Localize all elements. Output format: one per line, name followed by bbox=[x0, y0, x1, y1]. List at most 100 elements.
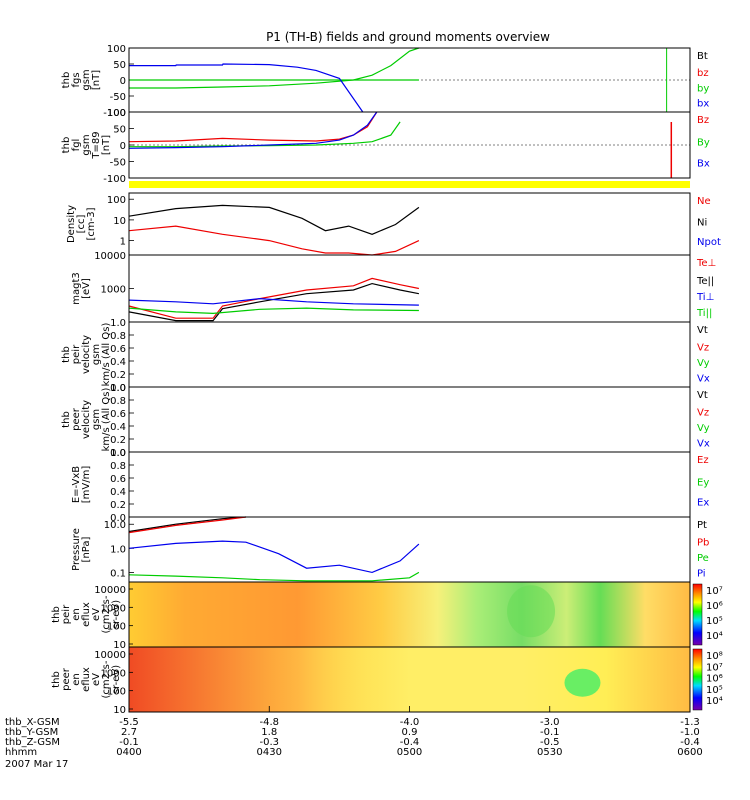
y-tick-label: 1000 bbox=[101, 668, 126, 679]
panel-frame bbox=[128, 192, 691, 256]
y-tick-label: 10 bbox=[113, 640, 126, 651]
panel-frame bbox=[128, 321, 691, 388]
series-temps-Te⊥ bbox=[128, 277, 420, 319]
y-axis-label: sr-eV) bbox=[111, 600, 122, 629]
series-pressure-Pb bbox=[128, 516, 246, 534]
y-axis-label: gsm bbox=[81, 69, 92, 90]
colorbar-tick-label: 10⁸ bbox=[706, 651, 723, 662]
y-tick-label: 10.0 bbox=[104, 520, 126, 531]
y-tick-label: 0.4 bbox=[110, 357, 126, 368]
y-tick-label: 0.6 bbox=[110, 409, 126, 420]
y-axis-label: thb bbox=[51, 606, 62, 623]
legend-fgs-Bt: Bt bbox=[697, 51, 708, 62]
series-moments-Ne bbox=[128, 225, 420, 256]
legend-moments-Npot: Npot bbox=[697, 237, 721, 248]
series-pressure-Pe bbox=[128, 571, 420, 582]
y-axis-label: (cm2-s- bbox=[101, 595, 112, 633]
legend-pressure-Pe: Pe bbox=[697, 553, 709, 564]
x-tick-label: -4.0 bbox=[400, 717, 420, 728]
y-axis-label: eV bbox=[91, 608, 102, 621]
x-tick-label: -1.0 bbox=[680, 727, 700, 738]
y-tick-label: 1000 bbox=[101, 603, 126, 614]
panel-fgs: 100 50 0 -50 -100 thb fgs gsm [nT] Bt bz by bx bbox=[61, 44, 709, 119]
panel-frame bbox=[128, 386, 691, 453]
colorbar-tick-label: 10⁵ bbox=[706, 685, 723, 696]
y-axis-label: peer bbox=[61, 667, 72, 691]
y-tick-label: 1000 bbox=[101, 285, 126, 296]
y-tick-label: 0.6 bbox=[110, 344, 126, 355]
y-tick-label: 0.0 bbox=[110, 383, 126, 394]
elec_spec-green-patch bbox=[564, 668, 601, 697]
y-axis-label: [mV/m] bbox=[81, 466, 92, 504]
legend-temps-Te⊥: Te⊥ bbox=[696, 258, 716, 269]
x-row-label: thb_Z-GSM bbox=[5, 737, 60, 748]
y-axis-label: [cc] bbox=[76, 215, 87, 234]
y-axis-label: Pressure bbox=[71, 528, 82, 571]
panel-frame bbox=[128, 516, 691, 583]
ion_spec-colorbar bbox=[692, 583, 703, 646]
series-fgs-bx bbox=[129, 63, 364, 113]
legend-temps-Ti⊥: Ti⊥ bbox=[696, 292, 714, 303]
panel-vi: 1.0 0.8 0.6 0.4 0.2 0.0 thb peir velocity gsm km/s… bbox=[61, 318, 710, 394]
series-fgl-By bbox=[129, 121, 401, 148]
x-tick-label: 1.8 bbox=[261, 727, 277, 738]
legend-fgl-By: By bbox=[697, 138, 710, 149]
legend-efield-Ey: Ey bbox=[697, 477, 709, 488]
figure-date: 2007 Mar 17 bbox=[5, 759, 68, 770]
panel-frame bbox=[128, 451, 691, 518]
panel-pressure: 10.0 1.0 0.1 Pressure [nPa] Pt Pb Pe Pi bbox=[71, 516, 709, 583]
x-tick-label: -3.0 bbox=[540, 717, 560, 728]
efi-quality-bar bbox=[129, 181, 690, 188]
y-tick-label: 0.8 bbox=[110, 396, 126, 407]
y-tick-label: 0.0 bbox=[110, 513, 126, 524]
y-tick-label: 0 bbox=[120, 76, 126, 87]
y-axis-label: fgs bbox=[71, 72, 82, 87]
y-axis-label: fgl bbox=[71, 139, 82, 152]
x-tick-label: 2.7 bbox=[121, 727, 137, 738]
y-tick-label: 50 bbox=[113, 125, 126, 136]
legend-ve-Vy: Vy bbox=[697, 423, 710, 434]
y-axis-label: [nT] bbox=[101, 135, 112, 155]
colorbar-tick-label: 10⁷ bbox=[706, 586, 723, 597]
y-axis-label: T=89 bbox=[91, 131, 102, 159]
x-tick-label: -0.1 bbox=[119, 737, 139, 748]
y-axis-label: [nT] bbox=[91, 70, 102, 90]
panel-temps: 10000 1000 magt3 [eV] Te⊥ Te|| Ti⊥ Ti|| bbox=[71, 251, 716, 323]
panel-ve: 1.0 0.8 0.6 0.4 0.2 0.0 thb peer velocity gsm km/s… bbox=[61, 383, 710, 459]
x-tick-label: 0530 bbox=[537, 747, 562, 758]
legend-efield-Ex: Ex bbox=[697, 498, 709, 509]
series-fgl-Bx bbox=[128, 111, 378, 149]
x-tick-label: 0.9 bbox=[402, 727, 418, 738]
y-tick-label: 10000 bbox=[94, 251, 126, 262]
y-axis-label: thb bbox=[61, 137, 72, 154]
panel-frame bbox=[128, 111, 691, 179]
y-tick-label: 100 bbox=[107, 108, 126, 119]
x-tick-label: -1.3 bbox=[680, 717, 700, 728]
elec_spec-low-energy-overlay bbox=[129, 647, 690, 712]
series-pressure-Pi bbox=[128, 540, 420, 574]
x-tick-label: -0.4 bbox=[680, 737, 700, 748]
y-axis-label: magt3 bbox=[71, 272, 82, 305]
ion_spec-green-patch bbox=[507, 585, 556, 638]
panel-ion_spec: 10⁷ 10⁶ 10⁵ 10⁴ 10000 1000 100 10 thb peir en eflux… bbox=[51, 581, 723, 651]
y-tick-label: 0.8 bbox=[110, 331, 126, 342]
y-tick-label: 0.2 bbox=[110, 500, 126, 511]
y-tick-label: 0.4 bbox=[110, 487, 126, 498]
elec_spec-colorbar bbox=[692, 648, 703, 711]
y-axis-label: km/s (All Qs) bbox=[101, 323, 112, 387]
legend-fgs-bx: bx bbox=[697, 99, 709, 110]
legend-fgs-bz: bz bbox=[697, 68, 709, 79]
y-tick-label: 50 bbox=[113, 60, 126, 71]
legend-vi-Vz: Vz bbox=[697, 342, 709, 353]
colorbar-tick-label: 10⁶ bbox=[706, 601, 723, 612]
y-tick-label: 0.8 bbox=[110, 461, 126, 472]
y-axis-label: sr-eV) bbox=[111, 665, 122, 694]
colorbar-tick-label: 10⁴ bbox=[706, 696, 723, 707]
series-temps-Te|| bbox=[128, 282, 420, 322]
y-tick-label: -50 bbox=[110, 158, 126, 169]
y-axis-label: E=-VxB bbox=[71, 466, 82, 503]
colorbar-tick-label: 10⁵ bbox=[706, 616, 723, 627]
y-axis-label: peir bbox=[61, 604, 72, 624]
y-axis-label: [eV] bbox=[81, 278, 92, 299]
